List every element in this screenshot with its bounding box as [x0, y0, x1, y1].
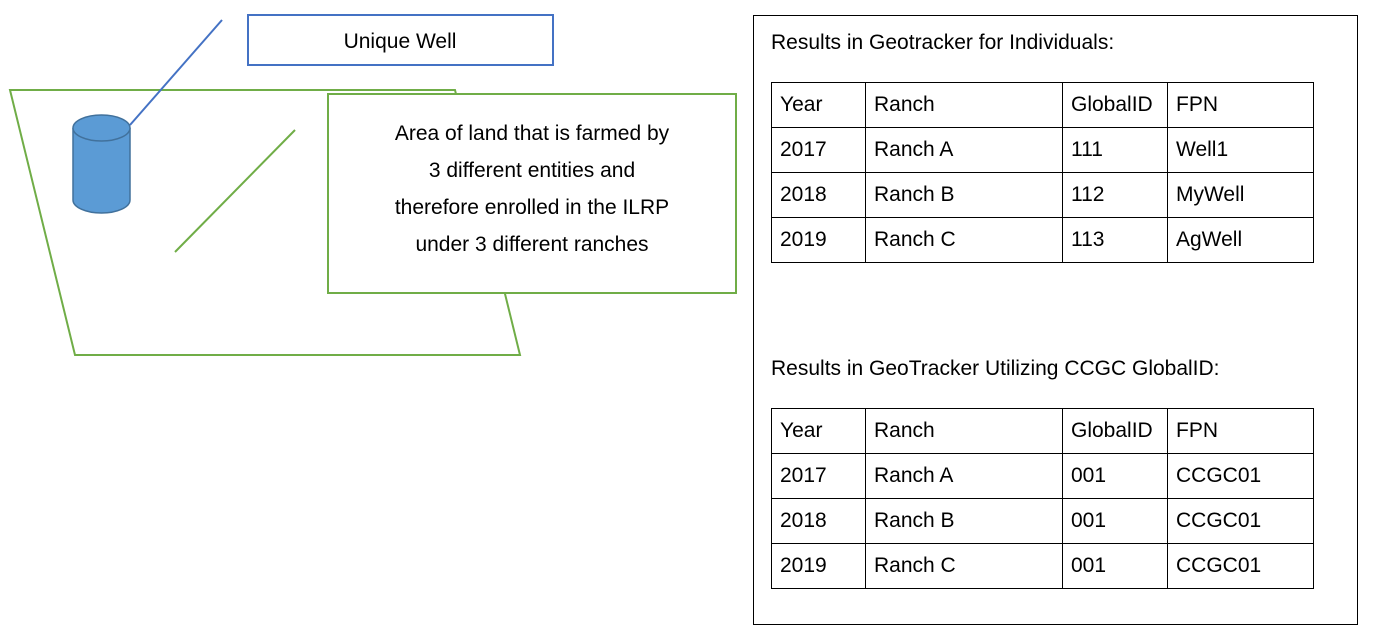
table-cell: Ranch B	[866, 173, 1063, 218]
table-cell: CCGC01	[1168, 499, 1314, 544]
table-cell: 001	[1063, 544, 1168, 589]
table-cell: AgWell	[1168, 218, 1314, 263]
table-cell: Ranch	[866, 409, 1063, 454]
section-title: Results in Geotracker for Individuals:	[771, 31, 1114, 55]
table-cell: 111	[1063, 128, 1168, 173]
table-cell: Well1	[1168, 128, 1314, 173]
table-cell: 113	[1063, 218, 1168, 263]
table-cell: Year	[772, 83, 866, 128]
page: Area of land that is farmed by 3 differen…	[0, 0, 1380, 616]
table-cell: Ranch A	[866, 454, 1063, 499]
section-title: Results in GeoTracker Utilizing CCGC Glo…	[771, 357, 1220, 381]
table-cell: Ranch	[866, 83, 1063, 128]
table-cell: FPN	[1168, 83, 1314, 128]
table-cell: Year	[772, 409, 866, 454]
area-label-line: under 3 different ranches	[415, 233, 648, 256]
table-cell: GlobalID	[1063, 83, 1168, 128]
area-label-line: Area of land that is farmed by	[395, 122, 670, 145]
results-panel: Results in Geotracker for Individuals: Ye…	[753, 15, 1358, 625]
well-label: Unique Well	[344, 30, 457, 53]
table-cell: GlobalID	[1063, 409, 1168, 454]
table-cell: 2019	[772, 544, 866, 589]
table-cell: Ranch B	[866, 499, 1063, 544]
table-cell: Ranch C	[866, 218, 1063, 263]
table-cell: 001	[1063, 499, 1168, 544]
table-cell: FPN	[1168, 409, 1314, 454]
table-cell: 2017	[772, 128, 866, 173]
area-connector	[175, 130, 295, 252]
well-connector	[130, 20, 222, 125]
table-cell: 112	[1063, 173, 1168, 218]
table-cell: CCGC01	[1168, 454, 1314, 499]
table-cell: 2018	[772, 173, 866, 218]
table-cell: 2019	[772, 218, 866, 263]
area-label-line: therefore enrolled in the ILRP	[395, 196, 669, 219]
area-label-line: 3 different entities and	[429, 159, 635, 182]
table-cell: CCGC01	[1168, 544, 1314, 589]
table-cell: 2018	[772, 499, 866, 544]
table-cell: 2017	[772, 454, 866, 499]
well-top	[73, 115, 130, 141]
table-cell: Ranch C	[866, 544, 1063, 589]
table-cell: Ranch A	[866, 128, 1063, 173]
diagram: Area of land that is farmed by 3 differen…	[0, 0, 740, 616]
table-cell: 001	[1063, 454, 1168, 499]
table-cell: MyWell	[1168, 173, 1314, 218]
